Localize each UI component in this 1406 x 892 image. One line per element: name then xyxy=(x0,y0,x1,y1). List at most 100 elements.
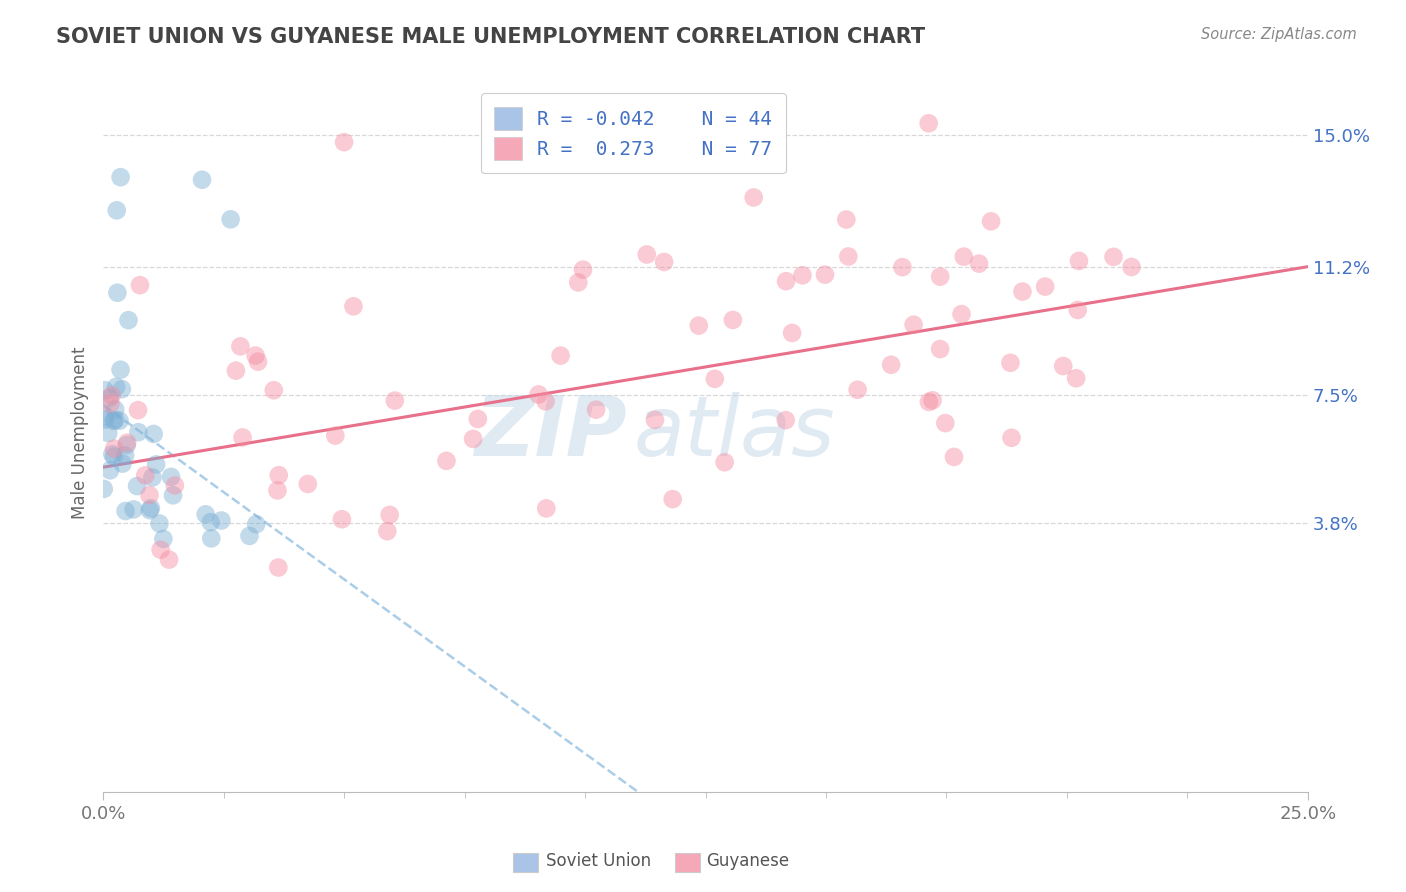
Point xyxy=(934,416,956,430)
Point xyxy=(93,482,115,496)
Point xyxy=(104,413,127,427)
Point xyxy=(980,214,1002,228)
Point xyxy=(567,276,589,290)
Point xyxy=(950,307,973,321)
Point xyxy=(94,412,117,426)
Point xyxy=(880,358,903,372)
Point xyxy=(127,479,149,493)
Point xyxy=(636,247,658,261)
Point xyxy=(713,455,735,469)
Point xyxy=(110,170,132,185)
Point xyxy=(110,362,132,376)
Point xyxy=(200,532,222,546)
Point xyxy=(100,396,122,410)
Point xyxy=(209,514,232,528)
Point xyxy=(297,477,319,491)
Text: atlas: atlas xyxy=(633,392,835,473)
Point xyxy=(775,274,797,288)
Point xyxy=(918,395,941,409)
Point xyxy=(162,488,184,502)
Point xyxy=(527,387,550,401)
Point xyxy=(652,255,675,269)
Point xyxy=(219,212,242,227)
Point xyxy=(835,212,858,227)
Point xyxy=(330,512,353,526)
Point xyxy=(536,501,558,516)
Point xyxy=(436,454,458,468)
Point xyxy=(967,257,990,271)
Point xyxy=(929,342,952,356)
Point xyxy=(384,393,406,408)
Point xyxy=(1067,302,1090,317)
Point xyxy=(263,383,285,397)
Point xyxy=(149,542,172,557)
Point xyxy=(742,190,765,204)
Point xyxy=(194,508,217,522)
Point xyxy=(1121,260,1143,274)
Point xyxy=(1000,356,1022,370)
Point xyxy=(114,449,136,463)
Point xyxy=(105,380,128,394)
Point xyxy=(245,349,267,363)
Point xyxy=(378,508,401,522)
Point xyxy=(111,382,134,396)
Point xyxy=(107,285,129,300)
Y-axis label: Male Unemployment: Male Unemployment xyxy=(72,346,89,519)
Point xyxy=(229,339,252,353)
Point xyxy=(245,517,267,532)
Point xyxy=(142,426,165,441)
Point xyxy=(846,383,869,397)
Point xyxy=(93,383,115,397)
Point xyxy=(266,483,288,498)
Point xyxy=(145,458,167,472)
Point xyxy=(267,560,290,574)
Point xyxy=(903,318,925,332)
Point xyxy=(105,203,128,218)
Text: Guyanese: Guyanese xyxy=(706,852,789,870)
Point xyxy=(152,532,174,546)
Point xyxy=(127,425,149,440)
Point xyxy=(943,450,966,464)
Point xyxy=(550,349,572,363)
Point xyxy=(534,394,557,409)
Point xyxy=(98,463,121,477)
Point xyxy=(929,269,952,284)
Point xyxy=(101,447,124,461)
Point xyxy=(775,413,797,427)
Point xyxy=(103,414,125,428)
Point xyxy=(163,478,186,492)
Point xyxy=(200,515,222,529)
Point xyxy=(267,468,290,483)
Point xyxy=(1052,359,1074,373)
Point xyxy=(323,428,346,442)
Point xyxy=(117,313,139,327)
Point xyxy=(688,318,710,333)
Point xyxy=(703,372,725,386)
Point xyxy=(98,391,121,405)
Point xyxy=(1102,250,1125,264)
Text: SOVIET UNION VS GUYANESE MALE UNEMPLOYMENT CORRELATION CHART: SOVIET UNION VS GUYANESE MALE UNEMPLOYME… xyxy=(56,27,925,46)
Point xyxy=(1067,254,1090,268)
Text: ZIP: ZIP xyxy=(475,392,627,473)
Point xyxy=(232,430,254,444)
Point xyxy=(129,278,152,293)
Point xyxy=(891,260,914,274)
Point xyxy=(138,488,160,502)
Point xyxy=(103,450,125,464)
Point xyxy=(792,268,814,283)
Point xyxy=(342,299,364,313)
Point xyxy=(952,250,974,264)
Point xyxy=(375,524,398,539)
Legend: R = -0.042    N = 44, R =  0.273    N = 77: R = -0.042 N = 44, R = 0.273 N = 77 xyxy=(481,94,786,173)
Point xyxy=(94,409,117,424)
Point xyxy=(104,402,127,417)
Point xyxy=(918,116,941,130)
Point xyxy=(1000,431,1022,445)
Point xyxy=(108,414,131,428)
Point xyxy=(780,326,803,340)
Point xyxy=(134,468,156,483)
Point xyxy=(1033,279,1056,293)
Point xyxy=(191,173,214,187)
Point xyxy=(921,393,943,408)
Point xyxy=(585,402,607,417)
